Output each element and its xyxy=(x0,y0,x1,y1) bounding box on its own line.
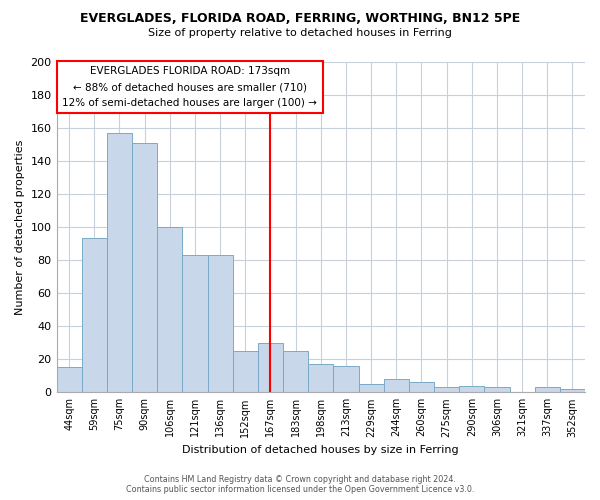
Bar xyxy=(233,351,258,393)
Bar xyxy=(409,382,434,392)
Text: Size of property relative to detached houses in Ferring: Size of property relative to detached ho… xyxy=(148,28,452,38)
Bar xyxy=(182,255,208,392)
Bar xyxy=(208,255,233,392)
Bar xyxy=(283,351,308,393)
Bar xyxy=(157,227,182,392)
Bar xyxy=(82,238,107,392)
Bar xyxy=(308,364,334,392)
Bar xyxy=(434,388,459,392)
Bar xyxy=(560,389,585,392)
Bar xyxy=(484,388,509,392)
Bar xyxy=(535,388,560,392)
Text: EVERGLADES, FLORIDA ROAD, FERRING, WORTHING, BN12 5PE: EVERGLADES, FLORIDA ROAD, FERRING, WORTH… xyxy=(80,12,520,26)
Y-axis label: Number of detached properties: Number of detached properties xyxy=(15,139,25,314)
Bar xyxy=(459,386,484,392)
Bar xyxy=(132,142,157,392)
Text: EVERGLADES FLORIDA ROAD: 173sqm
← 88% of detached houses are smaller (710)
12% o: EVERGLADES FLORIDA ROAD: 173sqm ← 88% of… xyxy=(62,66,317,108)
Bar xyxy=(107,132,132,392)
Bar xyxy=(359,384,383,392)
Bar xyxy=(258,342,283,392)
Text: Contains HM Land Registry data © Crown copyright and database right 2024.
Contai: Contains HM Land Registry data © Crown c… xyxy=(126,474,474,494)
Bar xyxy=(383,379,409,392)
Bar xyxy=(56,368,82,392)
Bar xyxy=(334,366,359,392)
X-axis label: Distribution of detached houses by size in Ferring: Distribution of detached houses by size … xyxy=(182,445,459,455)
